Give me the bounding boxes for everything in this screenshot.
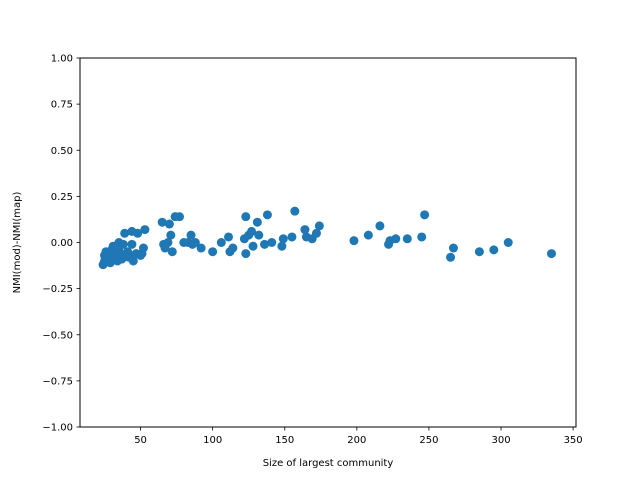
- data-point: [417, 232, 427, 242]
- y-tick-label: 0.50: [51, 146, 73, 157]
- x-axis: 50 100 150 200 250 300 350: [134, 427, 583, 446]
- data-point: [252, 217, 262, 227]
- data-point: [375, 221, 385, 231]
- data-point: [311, 228, 321, 238]
- data-point: [140, 225, 150, 235]
- data-point: [186, 230, 196, 240]
- y-tick-label: −0.50: [42, 330, 73, 341]
- data-point: [446, 252, 456, 262]
- data-point: [287, 232, 297, 242]
- data-point: [503, 238, 513, 247]
- data-point: [474, 247, 484, 257]
- data-point: [138, 243, 148, 253]
- data-point: [278, 234, 288, 244]
- x-tick-label: 350: [564, 435, 583, 446]
- data-point: [489, 245, 499, 255]
- data-point: [133, 228, 143, 238]
- data-point: [216, 238, 226, 247]
- data-point: [248, 241, 258, 251]
- data-point: [105, 258, 115, 268]
- data-point: [174, 212, 184, 222]
- data-point: [254, 230, 264, 240]
- data-point: [120, 228, 130, 238]
- data-points: [98, 206, 556, 270]
- data-point: [314, 221, 324, 231]
- data-point: [224, 232, 234, 242]
- data-point: [349, 236, 359, 246]
- data-point: [228, 243, 238, 253]
- data-point: [163, 238, 173, 247]
- y-tick-label: −1.00: [42, 423, 73, 434]
- data-point: [118, 239, 128, 249]
- data-point: [290, 206, 300, 216]
- y-axis-label: NMI(mod)-NMI(map): [12, 192, 23, 294]
- data-point: [166, 230, 176, 240]
- x-tick-label: 150: [275, 435, 294, 446]
- data-point: [128, 256, 138, 266]
- data-point: [247, 226, 257, 236]
- x-tick-label: 100: [203, 435, 222, 446]
- data-point: [196, 243, 206, 253]
- x-tick-label: 300: [491, 435, 510, 446]
- x-axis-label: Size of largest community: [263, 458, 394, 469]
- data-point: [127, 239, 137, 249]
- data-point: [448, 243, 458, 253]
- x-tick-label: 50: [134, 435, 147, 446]
- data-point: [190, 238, 200, 247]
- data-point: [241, 249, 251, 259]
- data-point: [164, 219, 174, 229]
- data-point: [546, 249, 556, 259]
- y-axis: −1.00 −0.75 −0.50 −0.25 0.00 0.25 0.50 0.75 1.00: [42, 54, 80, 434]
- data-point: [363, 230, 373, 240]
- y-tick-label: 1.00: [51, 54, 73, 65]
- x-tick-label: 250: [419, 435, 438, 446]
- x-tick-label: 200: [347, 435, 366, 446]
- y-tick-label: −0.75: [42, 376, 73, 387]
- y-tick-label: 0.25: [51, 192, 73, 203]
- data-point: [167, 247, 177, 257]
- data-point: [262, 210, 272, 220]
- data-point: [300, 225, 310, 235]
- data-point: [420, 210, 430, 220]
- data-point: [260, 239, 270, 249]
- data-point: [391, 234, 401, 244]
- y-tick-label: 0.75: [51, 100, 73, 111]
- data-point: [267, 238, 277, 247]
- data-point: [402, 234, 412, 244]
- data-point: [157, 217, 167, 227]
- y-tick-label: −0.25: [42, 284, 73, 295]
- data-point: [208, 247, 218, 257]
- y-tick-label: 0.00: [51, 238, 73, 249]
- data-point: [241, 212, 251, 222]
- data-point: [277, 241, 287, 251]
